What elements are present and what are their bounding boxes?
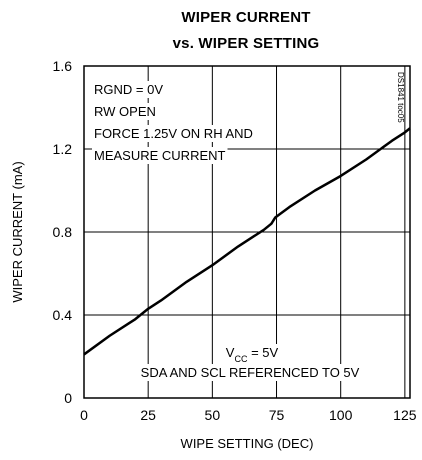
annotation-background — [92, 81, 166, 98]
condition-rgnd: RGND = 0V — [94, 82, 163, 97]
x-tick-label: 125 — [393, 407, 417, 423]
x-axis-label: WIPE SETTING (DEC) — [181, 436, 314, 451]
plot-area-frame — [83, 65, 411, 399]
condition-measure-current: MEASURE CURRENT — [94, 148, 226, 163]
x-tick-label: 0 — [80, 407, 88, 423]
vcc-annotation: VCC = 5V — [226, 345, 279, 364]
vcc-subscript: CC — [234, 354, 247, 364]
figure-code: DS1841 toc05 — [396, 72, 405, 123]
x-tick-label: 25 — [140, 407, 156, 423]
grid — [84, 66, 410, 398]
x-axis-label-group: WIPE SETTING (DEC) — [181, 436, 314, 451]
y-axis-ticks: 0 0.4 0.8 1.2 1.6 — [53, 58, 73, 406]
y-axis-label: WIPER CURRENT (mA) — [10, 161, 25, 302]
series-layer — [83, 127, 411, 356]
annotation-background — [92, 103, 158, 120]
y-tick-label: 1.2 — [53, 141, 73, 157]
x-tick-label: 100 — [329, 407, 353, 423]
condition-force-voltage: FORCE 1.25V ON RH AND — [94, 126, 253, 141]
y-tick-label: 0.4 — [53, 307, 73, 323]
y-tick-label: 0.8 — [53, 224, 73, 240]
annotation-background — [92, 125, 255, 142]
vcc-prefix: V — [226, 345, 235, 360]
annotation-background — [92, 147, 228, 164]
x-axis-ticks: 0 25 50 75 100 125 — [80, 407, 417, 423]
y-tick-label: 1.6 — [53, 58, 73, 74]
annotation-backgrounds — [92, 81, 362, 381]
y-tick-label: 0 — [64, 390, 72, 406]
series-line-wiper-current — [83, 127, 411, 356]
x-tick-label: 50 — [205, 407, 221, 423]
annotation-background — [138, 364, 362, 381]
condition-rw-open: RW OPEN — [94, 104, 156, 119]
chart-title: WIPER CURRENT vs. WIPER SETTING — [173, 9, 320, 52]
vcc-suffix: = 5V — [247, 345, 278, 360]
annotation-background — [223, 344, 281, 365]
chart-title-line-2: vs. WIPER SETTING — [173, 35, 320, 52]
x-tick-label: 75 — [269, 407, 285, 423]
y-axis-label-group: WIPER CURRENT (mA) — [10, 161, 25, 302]
chart-title-line-1: WIPER CURRENT — [181, 9, 310, 26]
sda-scl-annotation: SDA AND SCL REFERENCED TO 5V — [141, 365, 360, 380]
annotations: RGND = 0V RW OPEN FORCE 1.25V ON RH AND … — [92, 72, 405, 381]
